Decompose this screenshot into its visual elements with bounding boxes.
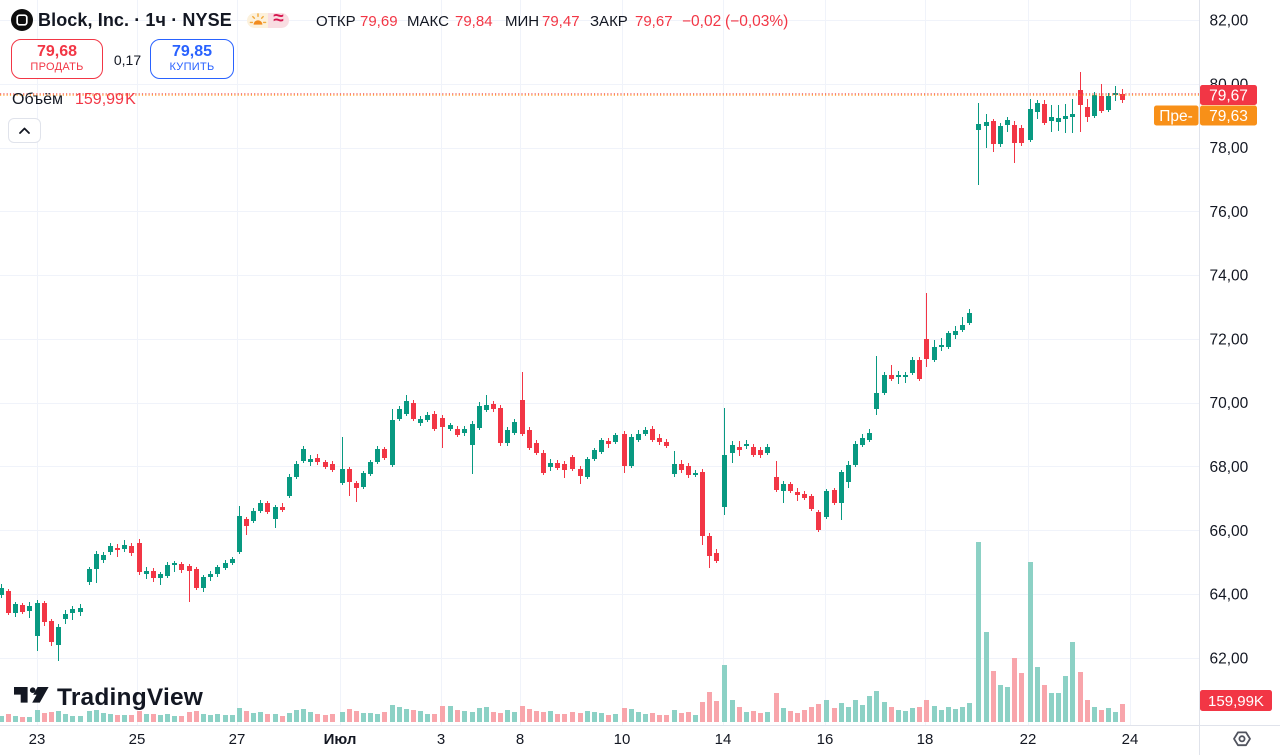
svg-text:Пре-: Пре- [1159,108,1193,125]
svg-text:72,00: 72,00 [1210,331,1249,348]
svg-text:10: 10 [614,731,631,748]
svg-text:74,00: 74,00 [1210,268,1249,285]
svg-text:14: 14 [715,731,732,748]
svg-text:27: 27 [229,731,246,748]
svg-text:79,63: 79,63 [1209,108,1248,125]
svg-text:70,00: 70,00 [1210,395,1249,412]
svg-text:24: 24 [1122,731,1139,748]
svg-text:76,00: 76,00 [1210,204,1249,221]
svg-text:68,00: 68,00 [1210,459,1249,476]
svg-text:79,67: 79,67 [1209,87,1248,104]
svg-text:66,00: 66,00 [1210,523,1249,540]
svg-text:23: 23 [29,731,46,748]
svg-text:25: 25 [129,731,146,748]
svg-text:18: 18 [917,731,934,748]
svg-text:82,00: 82,00 [1210,13,1249,30]
svg-text:8: 8 [516,731,524,748]
svg-text:3: 3 [437,731,445,748]
svg-text:62,00: 62,00 [1210,650,1249,667]
svg-text:Июл: Июл [324,731,357,748]
svg-text:22: 22 [1020,731,1037,748]
svg-text:78,00: 78,00 [1210,140,1249,157]
svg-text:TradingView: TradingView [57,684,204,711]
svg-text:159,99K: 159,99K [1208,693,1264,710]
svg-text:64,00: 64,00 [1210,587,1249,604]
svg-text:16: 16 [817,731,834,748]
